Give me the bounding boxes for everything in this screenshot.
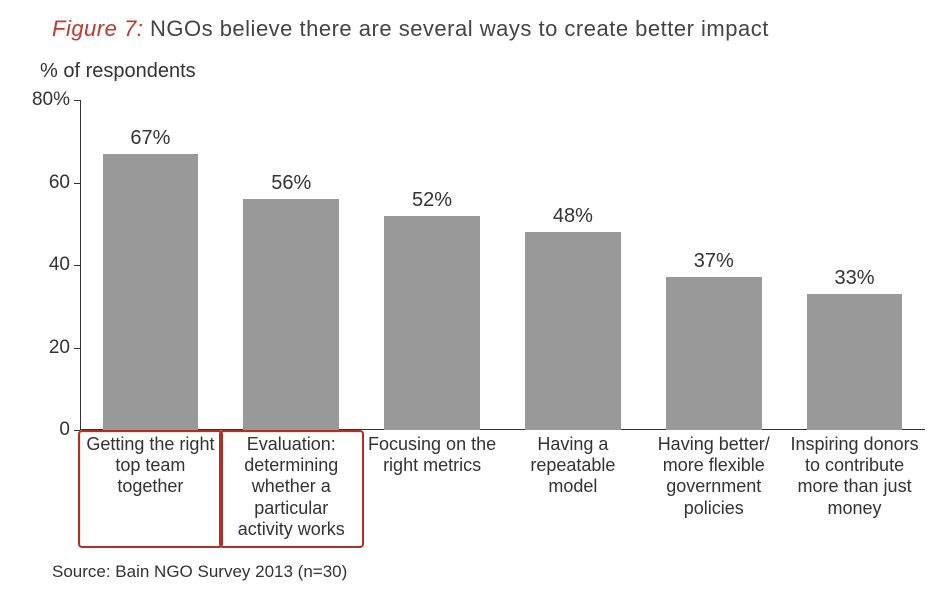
bar-value-label: 67%	[130, 127, 170, 150]
figure-title: NGOs believe there are several ways to c…	[150, 16, 769, 41]
y-tick-label: 80%	[32, 89, 70, 111]
x-axis-label: Having a repeatable model	[502, 434, 643, 540]
source-text: Source: Bain NGO Survey 2013 (n=30)	[52, 562, 347, 582]
bar: 37%	[666, 277, 762, 430]
figure-label: Figure 7	[52, 16, 137, 41]
bar-value-label: 48%	[553, 205, 593, 228]
x-axis-label: Inspiring donors to contribute more than…	[784, 434, 925, 540]
plot-region: 020406080% 67%56%52%48%37%33%	[80, 100, 925, 430]
bar-slot: 56%	[221, 100, 362, 430]
bar: 52%	[384, 216, 480, 431]
figure-colon: :	[137, 16, 144, 41]
chart-area: 020406080% 67%56%52%48%37%33%	[80, 100, 925, 430]
bar-value-label: 37%	[694, 250, 734, 273]
y-tick-label: 60	[49, 172, 70, 194]
bar: 33%	[807, 294, 903, 430]
y-tick-label: 0	[59, 419, 70, 441]
bars-container: 67% 56% 52% 48% 37% 33%	[80, 100, 925, 430]
y-tick-label: 40	[49, 254, 70, 276]
y-axis-title: % of respondents	[40, 60, 196, 83]
y-tick-label: 20	[49, 337, 70, 359]
x-axis-label: Focusing on the right metrics	[362, 434, 503, 540]
bar: 56%	[243, 199, 339, 430]
bar-slot: 52%	[362, 100, 503, 430]
bar-slot: 37%	[643, 100, 784, 430]
x-axis-label: Evaluation: determining whether a partic…	[221, 434, 362, 540]
bar: 48%	[525, 232, 621, 430]
x-axis-label: Getting the right top team together	[80, 434, 221, 540]
bar: 67%	[103, 154, 199, 430]
bar-slot: 33%	[784, 100, 925, 430]
bar-value-label: 56%	[271, 172, 311, 195]
bar-value-label: 33%	[835, 267, 875, 290]
figure-title-line: Figure 7: NGOs believe there are several…	[52, 16, 769, 42]
bar-slot: 48%	[502, 100, 643, 430]
x-axis-label: Having better/ more flexible government …	[643, 434, 784, 540]
bar-value-label: 52%	[412, 189, 452, 212]
x-labels-container: Getting the right top team togetherEvalu…	[80, 434, 925, 540]
figure-container: Figure 7: NGOs believe there are several…	[0, 0, 950, 610]
y-tick	[74, 430, 80, 431]
bar-slot: 67%	[80, 100, 221, 430]
